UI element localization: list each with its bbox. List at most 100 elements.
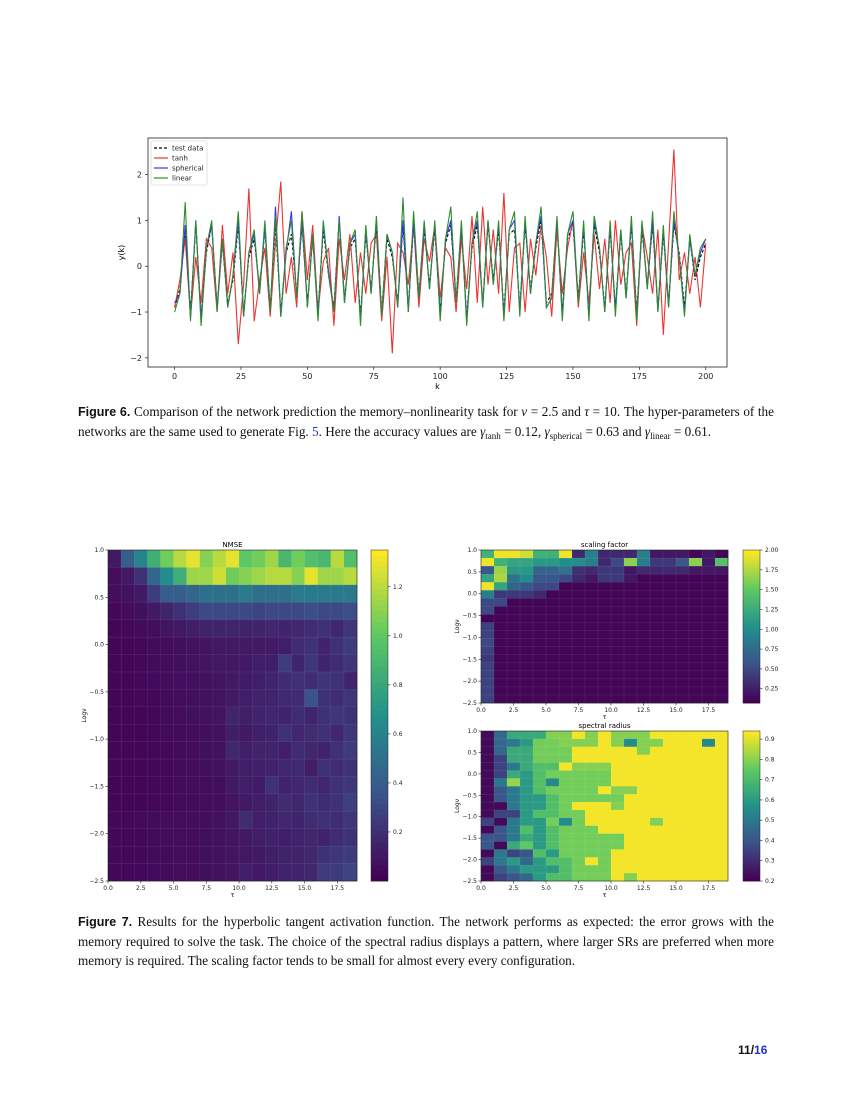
- heatmap-cell: [147, 689, 161, 708]
- heatmap-cell: [598, 694, 612, 704]
- heatmap-cell: [650, 598, 664, 607]
- heatmap-cell: [481, 582, 495, 591]
- heatmap-cell: [702, 817, 716, 827]
- colorbar-segment: [743, 565, 760, 569]
- heatmap-cell: [559, 841, 573, 850]
- colorbar-segment: [371, 754, 388, 761]
- heatmap-cell: [304, 550, 318, 568]
- heatmap-cell: [650, 678, 664, 688]
- heatmap-cell: [650, 590, 664, 599]
- heatmap-cell: [481, 762, 495, 771]
- heatmap-cell: [546, 694, 560, 704]
- heatmap-cell: [304, 567, 318, 586]
- heatmap-cell: [546, 614, 560, 623]
- x-tick-label: 12.5: [265, 885, 279, 892]
- colorbar-segment: [743, 552, 760, 556]
- heatmap-cell: [212, 828, 227, 847]
- colorbar-segment: [743, 741, 760, 744]
- heatmap-cell: [304, 741, 318, 760]
- x-axis-label: k: [435, 382, 440, 391]
- heatmap-cell: [494, 865, 508, 874]
- heatmap-cell: [598, 802, 612, 811]
- heatmap-cell: [676, 582, 690, 591]
- heatmap-cell: [186, 654, 201, 673]
- heatmap-cell: [624, 825, 638, 834]
- heatmap-cell: [585, 754, 599, 763]
- figure-5-link[interactable]: 5: [312, 424, 319, 439]
- heatmap-cell: [663, 558, 677, 567]
- heatmap-cell: [598, 857, 612, 866]
- heatmap-cell: [572, 550, 586, 559]
- heatmap-cell: [689, 865, 703, 874]
- colorbar-tick-label: 1.00: [765, 626, 779, 633]
- heatmap-cell: [507, 582, 521, 591]
- heatmap-cell: [689, 654, 703, 664]
- heatmap-cell: [147, 776, 161, 795]
- heatmap-cell: [252, 550, 266, 568]
- heatmap-cell: [507, 670, 521, 680]
- heatmap-cell: [108, 741, 122, 760]
- heatmap-cell: [291, 846, 305, 864]
- colorbar-segment: [743, 588, 760, 592]
- heatmap-cell: [637, 809, 651, 819]
- heatmap-cell: [676, 638, 690, 647]
- heatmap-cell: [212, 846, 227, 864]
- colorbar-segment: [371, 781, 388, 788]
- current-page: 11: [738, 1043, 751, 1057]
- heatmap-cell: [481, 670, 495, 680]
- heatmap-cell: [637, 802, 651, 811]
- heatmap-cell: [611, 654, 625, 664]
- heatmap-cell: [715, 614, 729, 623]
- colorbar-segment: [743, 756, 760, 759]
- colorbar-segment: [743, 791, 760, 794]
- heatmap-cell: [121, 776, 135, 795]
- heatmap-cell: [546, 825, 560, 834]
- colorbar: 0.2 0.3 0.4 0.5 0.6 0.7 0.8 0.9: [742, 730, 775, 885]
- heatmap-cell: [715, 825, 729, 834]
- colorbar-segment: [743, 798, 760, 802]
- heatmap-cell: [239, 741, 253, 760]
- colorbar-segment: [371, 875, 388, 882]
- heatmap-cell: [637, 566, 651, 575]
- x-tick-label: 0.0: [476, 707, 486, 714]
- heatmap-cell: [676, 770, 690, 779]
- heatmap-cell: [317, 602, 332, 620]
- heatmap-cell: [624, 606, 638, 615]
- heatmap-cell: [559, 614, 573, 623]
- heatmap-cell: [304, 637, 318, 655]
- heatmap-cell: [715, 550, 729, 559]
- heatmap-cell: [304, 776, 318, 795]
- heatmap-cell: [598, 598, 612, 607]
- heatmap-cell: [317, 689, 332, 708]
- heatmap-cell: [715, 630, 729, 639]
- heatmap-cell: [533, 558, 547, 567]
- heatmap-cell: [252, 741, 266, 760]
- total-pages-link[interactable]: 16: [754, 1043, 768, 1057]
- heatmap-cell: [650, 574, 664, 583]
- heatmap-cell: [533, 654, 547, 664]
- heatmap-cell: [546, 754, 560, 763]
- heatmap-cell: [572, 746, 586, 755]
- heatmap-cell: [715, 662, 729, 672]
- heatmap-cell: [507, 841, 521, 850]
- heatmap-cell: [689, 770, 703, 779]
- heatmap-cell: [715, 686, 729, 696]
- heatmap-cell: [212, 602, 227, 620]
- heatmap-cell: [637, 614, 651, 623]
- heatmap-cell: [676, 662, 690, 672]
- heatmap-cell: [702, 670, 716, 680]
- heatmap-cell: [481, 786, 495, 795]
- heatmap-cell: [278, 637, 292, 655]
- y-tick-label: −1.5: [462, 835, 477, 842]
- heatmap-cell: [343, 724, 358, 742]
- heatmap-cell: [663, 841, 677, 850]
- heatmap-cell: [598, 762, 612, 771]
- heatmap-cell: [715, 778, 729, 787]
- heatmap-cell: [252, 759, 266, 777]
- heatmap-cell: [702, 833, 716, 842]
- heatmap-cell: [715, 598, 729, 607]
- heatmap-cell: [559, 817, 573, 827]
- heatmap-cell: [585, 817, 599, 827]
- heatmap-cell: [108, 759, 122, 777]
